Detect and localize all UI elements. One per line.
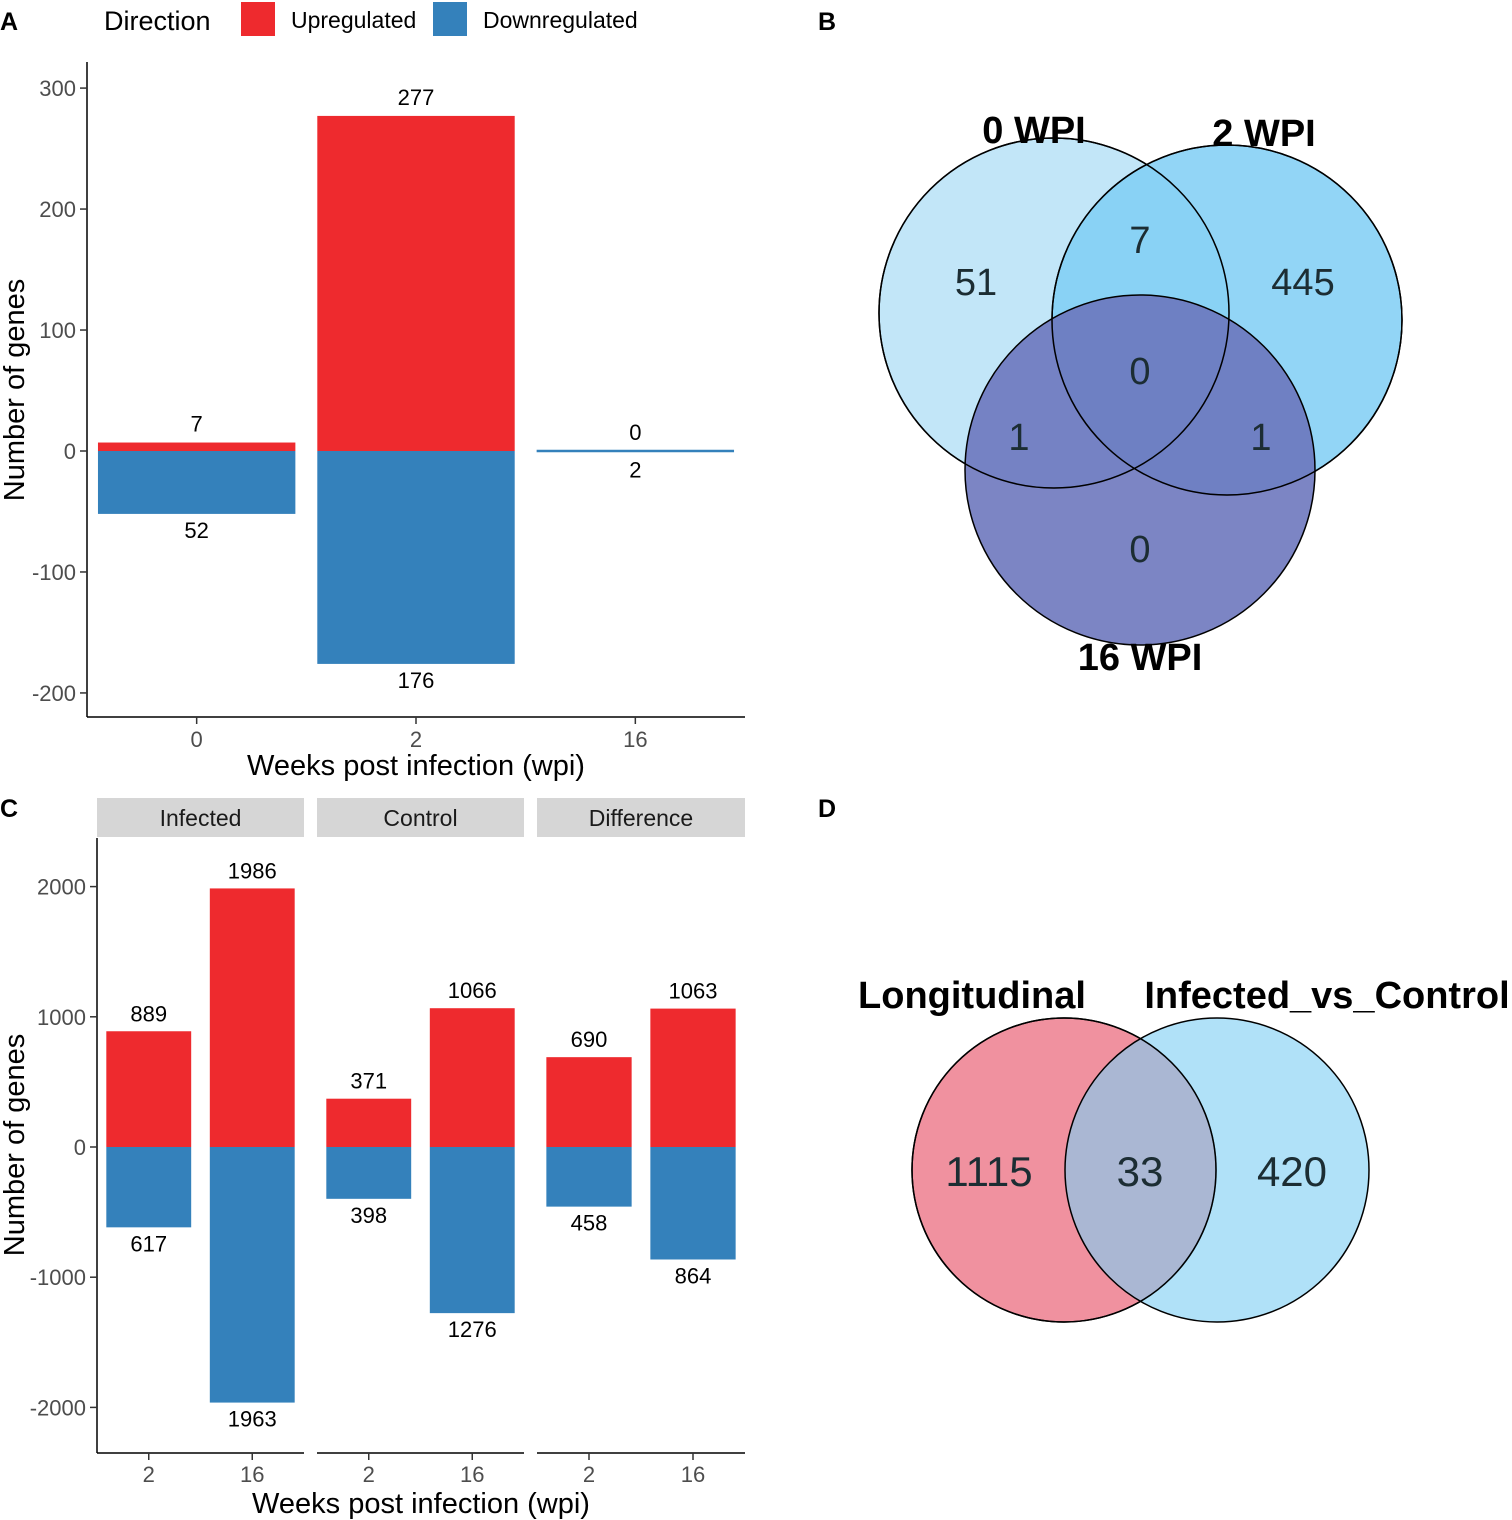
c-bar-up-infected-2 <box>106 1031 192 1147</box>
a-y-tick-label: 300 <box>39 76 76 101</box>
c-x-tick-label: 16 <box>240 1462 264 1487</box>
c-y-tick-label: -1000 <box>30 1265 86 1290</box>
a-x-tick-label: 2 <box>410 727 422 752</box>
c-label-up-control-2: 371 <box>350 1069 387 1094</box>
a-y-tick-label: 200 <box>39 197 76 222</box>
a-label-down-0: 52 <box>184 518 208 543</box>
venn-b-circle-16wpi <box>964 294 1316 646</box>
venn-b-title-2wpi: 2 WPI <box>1212 113 1315 155</box>
venn-b-only-2wpi: 445 <box>1271 262 1334 304</box>
c-strip-difference <box>537 798 745 837</box>
venn-b-outline-0wpi <box>878 137 1230 489</box>
legend-swatch-upregulated <box>241 2 275 36</box>
a-y-axis-label: Number of genes <box>0 279 31 501</box>
c-strip-infected <box>97 798 304 837</box>
c-label-down-control-2: 398 <box>350 1203 387 1228</box>
c-label-up-difference-2: 690 <box>571 1027 608 1052</box>
c-y-tick-label: 0 <box>74 1135 86 1160</box>
c-strip-label-difference: Difference <box>589 805 693 831</box>
venn-d-title-longitudinal: Longitudinal <box>858 975 1086 1017</box>
venn-diagram-b: 0 WPI 2 WPI 16 WPI 51 445 7 0 1 1 0 <box>878 110 1403 679</box>
c-label-down-difference-2: 458 <box>571 1211 608 1236</box>
venn-d-title-infected-vs-control: Infected_vs_Control <box>1144 975 1509 1017</box>
c-x-tick-label: 16 <box>681 1462 705 1487</box>
a-label-up-0: 7 <box>191 412 203 437</box>
c-x-tick-label: 2 <box>363 1462 375 1487</box>
legend-label-upregulated: Upregulated <box>291 7 416 33</box>
a-x-tick-label: 0 <box>191 727 203 752</box>
a-bar-down-2 <box>317 451 515 664</box>
c-bar-down-difference-2 <box>546 1147 632 1207</box>
c-bar-down-infected-2 <box>106 1147 192 1228</box>
a-label-up-16: 0 <box>629 420 641 445</box>
c-label-down-infected-2: 617 <box>130 1231 167 1256</box>
a-y-tick-label: -100 <box>32 560 76 585</box>
c-x-axis-label: Weeks post infection (wpi) <box>252 1488 590 1520</box>
panel-label-b: B <box>818 8 836 36</box>
panel-label-a: A <box>0 8 18 36</box>
venn-b-only-0wpi: 51 <box>955 262 997 304</box>
a-x-tick-label: 16 <box>623 727 647 752</box>
bar-chart-c: Number of genes Weeks post infection (wp… <box>0 798 745 1520</box>
a-x-axis-label: Weeks post infection (wpi) <box>247 750 585 782</box>
legend: Direction Upregulated Downregulated <box>104 2 638 36</box>
venn-b-0wpi-2wpi: 7 <box>1129 220 1150 262</box>
c-y-tick-label: -2000 <box>30 1395 86 1420</box>
panel-label-c: C <box>0 795 18 823</box>
c-bar-up-infected-16 <box>209 888 295 1147</box>
c-x-tick-label: 2 <box>143 1462 155 1487</box>
c-label-up-control-16: 1066 <box>448 978 497 1003</box>
c-bar-up-difference-16 <box>650 1008 736 1147</box>
venn-b-only-16wpi: 0 <box>1129 529 1150 571</box>
venn-d-circle-infected-vs-control <box>1064 1017 1370 1323</box>
c-bar-down-infected-16 <box>209 1147 295 1403</box>
venn-b-outline-2wpi <box>1051 144 1403 496</box>
panel-label-d: D <box>818 795 836 823</box>
venn-d-left-only: 1115 <box>945 1148 1032 1195</box>
c-bar-up-difference-2 <box>546 1057 632 1147</box>
c-bar-down-control-2 <box>326 1147 412 1199</box>
c-x-tick-label: 2 <box>583 1462 595 1487</box>
venn-b-title-16wpi: 16 WPI <box>1078 637 1203 679</box>
c-bar-up-control-2 <box>326 1098 412 1147</box>
legend-swatch-downregulated <box>433 2 467 36</box>
bar-chart-a: Number of genes Weeks post infection (wp… <box>0 62 745 782</box>
c-strip-label-infected: Infected <box>160 805 242 831</box>
c-label-up-infected-2: 889 <box>130 1001 167 1026</box>
c-bar-down-control-16 <box>429 1147 515 1314</box>
venn-b-title-0wpi: 0 WPI <box>982 110 1085 152</box>
a-bar-up-0 <box>97 442 296 451</box>
c-label-down-control-16: 1276 <box>448 1317 497 1342</box>
a-bar-up-2 <box>317 115 515 452</box>
a-y-tick-label: 100 <box>39 318 76 343</box>
c-label-up-difference-16: 1063 <box>669 979 718 1004</box>
venn-d-outline-longitudinal <box>911 1017 1217 1323</box>
c-label-up-infected-16: 1986 <box>228 858 277 883</box>
c-strip-control <box>317 798 524 837</box>
venn-d-right-only: 420 <box>1257 1148 1327 1195</box>
a-bar-down-0 <box>97 451 296 514</box>
a-label-down-16: 2 <box>629 457 641 482</box>
venn-b-all: 0 <box>1129 351 1150 393</box>
c-y-axis-label: Number of genes <box>0 1034 31 1256</box>
a-y-tick-label: 0 <box>64 439 76 464</box>
venn-b-0wpi-16wpi: 1 <box>1008 417 1029 459</box>
c-label-down-infected-16: 1963 <box>228 1407 277 1432</box>
venn-d-both: 33 <box>1117 1148 1164 1195</box>
c-y-tick-label: 1000 <box>37 1005 86 1030</box>
legend-label-downregulated: Downregulated <box>483 7 638 33</box>
venn-diagram-d: Longitudinal Infected_vs_Control 1115 33… <box>858 975 1510 1323</box>
c-label-down-difference-16: 864 <box>675 1263 712 1288</box>
c-y-tick-label: 2000 <box>37 875 86 900</box>
legend-title: Direction <box>104 6 211 36</box>
a-label-up-2: 277 <box>398 85 435 110</box>
venn-b-2wpi-16wpi: 1 <box>1250 417 1271 459</box>
c-bar-down-difference-16 <box>650 1147 736 1260</box>
c-x-tick-label: 16 <box>460 1462 484 1487</box>
a-label-down-2: 176 <box>398 668 435 693</box>
c-strip-label-control: Control <box>383 805 457 831</box>
c-bar-up-control-16 <box>429 1008 515 1147</box>
a-y-tick-label: -200 <box>32 681 76 706</box>
